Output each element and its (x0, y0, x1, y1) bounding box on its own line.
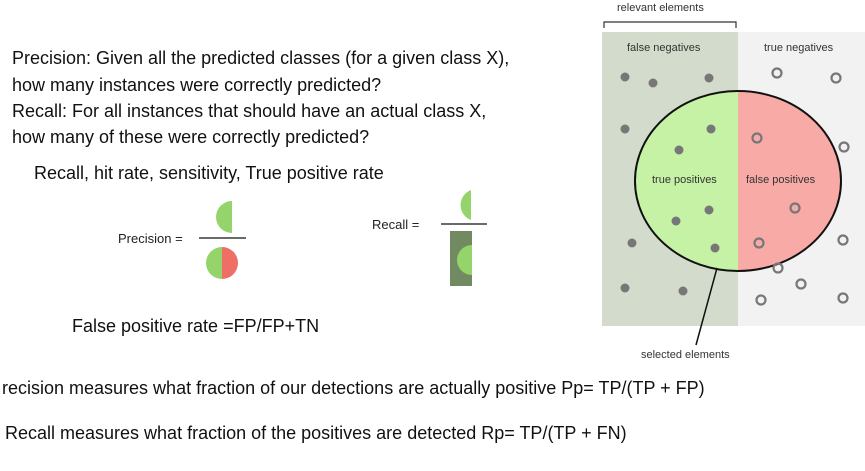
selected-pointer-line (695, 267, 718, 346)
recall-definition-line1: Recall: For all instances that should ha… (12, 101, 487, 121)
dot (704, 205, 714, 215)
recall-fraction-icon (441, 190, 487, 286)
hollow-dot (838, 141, 850, 153)
hollow-dot (753, 237, 765, 249)
hollow-dot (772, 262, 784, 274)
dot (620, 72, 630, 82)
true-positives-label: true positives (652, 174, 717, 186)
dot (678, 286, 688, 296)
hollow-dot (751, 132, 763, 144)
irrelevant-dots (751, 67, 850, 306)
recall-denominator-half (457, 245, 472, 275)
hollow-dot (837, 292, 849, 304)
relevant-elements-label: relevant elements (617, 2, 704, 14)
dot (620, 283, 630, 293)
hollow-dot (755, 294, 767, 306)
recall-definition-line2: how many of these were correctly predict… (12, 127, 370, 147)
precision-definition-line1: Precision: Given all the predicted class… (12, 48, 510, 68)
dot (674, 145, 684, 155)
false-positives-label: false positives (746, 174, 816, 186)
dot (710, 243, 720, 253)
dot (706, 124, 716, 134)
hollow-dot (837, 234, 849, 246)
selected-ellipse (634, 90, 842, 272)
precision-denominator-green (206, 247, 222, 279)
precision-formula-label: Precision = (118, 231, 183, 246)
true-negatives-label: true negatives (764, 42, 834, 54)
relevant-bracket (603, 21, 737, 28)
dot (620, 124, 630, 134)
recall-numerator-half (460, 190, 471, 220)
precision-fraction-icon (199, 201, 246, 279)
precision-definition-line2: how many instances were correctly predic… (12, 75, 382, 95)
dot (627, 238, 637, 248)
recall-sentence: Recall measures what fraction of the pos… (5, 423, 627, 443)
hollow-dot (830, 72, 842, 84)
hollow-dot (771, 67, 783, 79)
hollow-dot (789, 202, 801, 214)
false-negatives-label: false negatives (627, 42, 701, 54)
recall-synonyms: Recall, hit rate, sensitivity, True posi… (34, 163, 384, 183)
dot (648, 78, 658, 88)
dot (671, 216, 681, 226)
recall-formula-label: Recall = (372, 217, 420, 232)
precision-denominator-red (222, 247, 238, 279)
selected-elements-label: selected elements (641, 349, 730, 361)
hollow-dot (795, 278, 807, 290)
false-positive-rate: False positive rate =FP/FP+TN (72, 316, 320, 336)
relevant-dots (620, 72, 720, 296)
precision-numerator-half (216, 201, 232, 233)
dot (704, 73, 714, 83)
precision-sentence: recision measures what fraction of our d… (2, 378, 705, 398)
